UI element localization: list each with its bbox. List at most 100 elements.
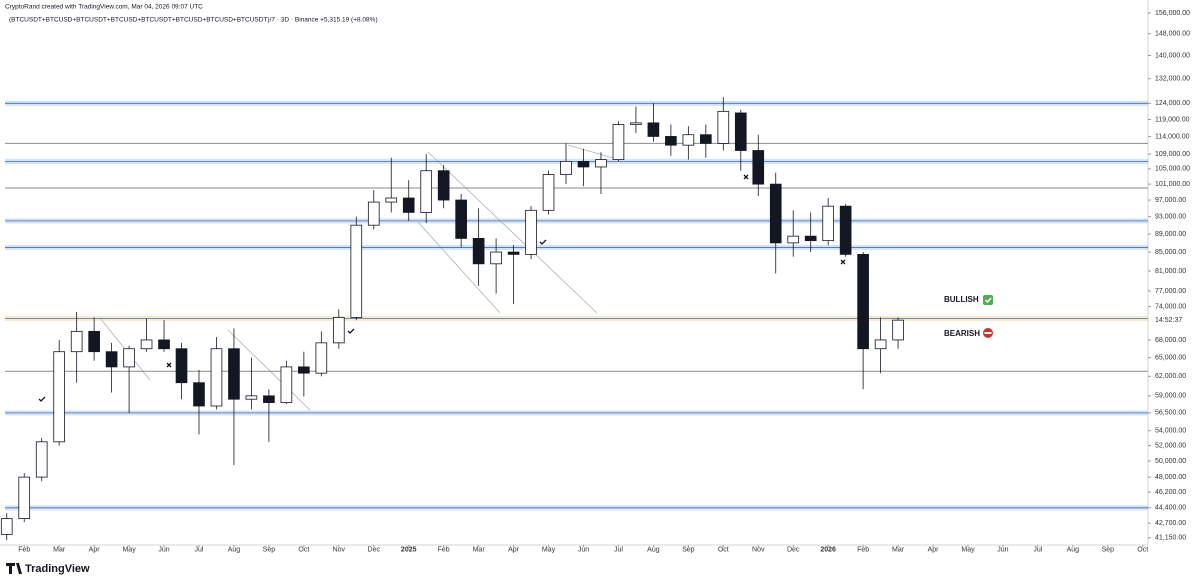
candle-body bbox=[332, 317, 345, 344]
candle-body bbox=[245, 395, 258, 400]
y-tick-label: 46,200.00 bbox=[1155, 489, 1186, 496]
y-tick-label: 52,000.00 bbox=[1155, 442, 1186, 449]
y-tick-label: 89,000.00 bbox=[1155, 231, 1186, 238]
candle-body bbox=[70, 330, 83, 353]
bearish-icon-bar bbox=[984, 332, 992, 334]
y-tick-label: 105,000.00 bbox=[1155, 166, 1190, 173]
candle-body bbox=[560, 161, 572, 175]
candle-body bbox=[577, 161, 590, 168]
x-tick-label: Feb bbox=[857, 546, 869, 553]
x-tick-label: Apr bbox=[508, 546, 520, 553]
y-tick-label: 54,000.00 bbox=[1155, 428, 1186, 435]
candle-body bbox=[647, 122, 660, 137]
x-tick-label: Aug bbox=[647, 546, 660, 553]
candle-body bbox=[298, 366, 310, 374]
candle-body bbox=[630, 122, 642, 125]
candle-body bbox=[455, 199, 467, 239]
candle-body bbox=[700, 134, 712, 144]
bullish-icon bbox=[983, 295, 993, 305]
candle-body bbox=[525, 209, 537, 255]
candle-body bbox=[804, 235, 817, 242]
chart-subtitle: (BTCUSDT+BTCUSD+BTCUSDT+BTCUSD+BTCUSDT+B… bbox=[9, 17, 378, 24]
candle-body bbox=[595, 159, 607, 168]
x-tick-label: Dec bbox=[787, 546, 800, 553]
y-tick-label: 81,000.00 bbox=[1155, 268, 1186, 275]
plot: 156,000.00 148,000.00 140,000.00 132,000.00… bbox=[0, 10, 1190, 553]
y-tick-label: 41,150.00 bbox=[1155, 535, 1186, 542]
x-tick-label: 2026 bbox=[820, 546, 836, 553]
candle-body bbox=[88, 330, 100, 353]
candle-body bbox=[717, 110, 730, 144]
candle-body bbox=[769, 183, 782, 244]
candle-body bbox=[280, 366, 293, 403]
y-tick-label: 132,000.00 bbox=[1155, 76, 1190, 83]
y-tick-label: 148,000.00 bbox=[1155, 30, 1190, 37]
y-tick-label: 65,000.00 bbox=[1155, 355, 1186, 362]
x-tick-label: Dec bbox=[368, 546, 381, 553]
y-tick-label: 74,000.00 bbox=[1155, 303, 1186, 310]
x-tick-label: Aug bbox=[1067, 546, 1080, 553]
x-tick-label: Aug bbox=[228, 546, 241, 553]
y-tick-label: 59,000.00 bbox=[1155, 393, 1186, 400]
candle-body bbox=[437, 170, 450, 201]
x-tick-label: May bbox=[542, 546, 556, 553]
candle-body bbox=[665, 136, 677, 146]
y-tick-label: 50,000.00 bbox=[1155, 458, 1186, 465]
x-tick-label: 2025 bbox=[401, 546, 417, 553]
x-tick-label: Mar bbox=[53, 546, 66, 553]
y-tick-label: 109,000.00 bbox=[1155, 151, 1190, 158]
candle-body bbox=[682, 134, 695, 146]
candle-body bbox=[490, 251, 502, 265]
candle-body bbox=[367, 201, 380, 226]
candle-body bbox=[507, 251, 520, 255]
y-tick-label: 56,500.00 bbox=[1155, 410, 1186, 417]
x-tick-label: Jul bbox=[195, 546, 204, 553]
candle-body bbox=[193, 382, 205, 407]
candle-body bbox=[105, 351, 118, 368]
x-tick-label: Mar bbox=[473, 546, 486, 553]
y-tick-label: 44,400.00 bbox=[1155, 505, 1186, 512]
x-tick-label: Feb bbox=[438, 546, 450, 553]
candle-body bbox=[839, 205, 852, 255]
y-tick-label: 93,000.00 bbox=[1155, 213, 1186, 220]
y-tick-label: 42,700.00 bbox=[1155, 520, 1186, 527]
candle-body bbox=[892, 319, 904, 341]
x-tick-label: Jul bbox=[1033, 546, 1042, 553]
candle-body bbox=[857, 253, 869, 350]
candle-body bbox=[263, 395, 275, 403]
candle-body bbox=[822, 205, 834, 242]
annotation: BULLISH bbox=[944, 295, 979, 304]
y-tick-label: 124,000.00 bbox=[1155, 100, 1190, 107]
y-tick-label: 101,000.00 bbox=[1155, 181, 1190, 188]
brand-logo bbox=[6, 563, 22, 574]
candle-body bbox=[158, 339, 170, 350]
candle-body bbox=[123, 348, 135, 368]
chart-title: CryptoRand created with TradingView.com,… bbox=[5, 4, 203, 11]
x-tick-label: Oct bbox=[1137, 546, 1148, 553]
candle-body bbox=[53, 351, 65, 443]
candle-body bbox=[140, 339, 153, 350]
candle-body bbox=[420, 170, 433, 213]
x-tick-label: Feb bbox=[18, 546, 30, 553]
y-tick-label: 140,000.00 bbox=[1155, 52, 1190, 59]
candle-body bbox=[315, 342, 328, 374]
candle-body bbox=[787, 235, 800, 244]
x-tick-label: Jun bbox=[997, 546, 1008, 553]
x-tick-label: May bbox=[961, 546, 975, 553]
brand: TradingView bbox=[25, 563, 90, 575]
candle-body bbox=[35, 441, 48, 478]
bullish-icon-check bbox=[984, 297, 992, 304]
candle-body bbox=[472, 237, 485, 265]
x-tick-label: Jun bbox=[578, 546, 589, 553]
candle-body bbox=[350, 224, 363, 318]
y-tick-label: 119,000.00 bbox=[1155, 116, 1190, 123]
x-tick-label: Apr bbox=[89, 546, 101, 553]
annotation: BEARISH bbox=[944, 329, 980, 338]
x-tick-label: Oct bbox=[298, 546, 309, 553]
x-tick-label: Jun bbox=[158, 546, 169, 553]
x-tick-label: Sep bbox=[263, 546, 276, 553]
candle-body bbox=[402, 197, 415, 213]
candle-body bbox=[210, 348, 223, 407]
